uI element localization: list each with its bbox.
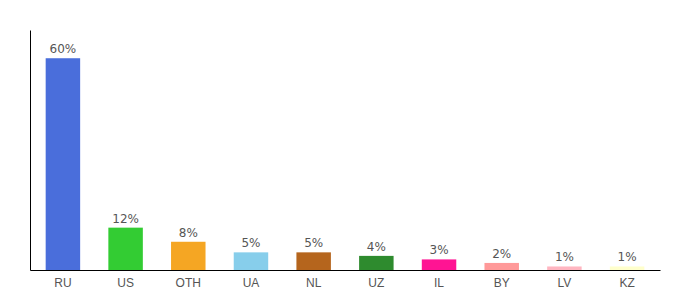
x-tick-label: BY <box>494 276 510 290</box>
bar <box>610 266 644 270</box>
x-axis: RU US OTH UA NL UZ IL BY LV KZ <box>31 271 661 290</box>
bar <box>108 228 142 270</box>
bar <box>484 263 518 270</box>
bar <box>171 242 205 270</box>
bar <box>422 259 456 270</box>
x-tick: IL <box>434 276 444 290</box>
x-tick-label: IL <box>434 276 444 290</box>
data-label: 60% <box>50 42 77 56</box>
x-tick-label: RU <box>54 276 71 290</box>
x-tick: UZ <box>368 276 384 290</box>
x-tick-label: US <box>117 276 134 290</box>
bar <box>46 58 80 270</box>
data-label: 4% <box>367 240 386 254</box>
x-tick-label: NL <box>306 276 322 290</box>
x-tick: LV <box>558 276 572 290</box>
bar <box>234 252 268 270</box>
data-labels: 60% 12% 8% 5% 5% 4% 3% 2% 1% 1% <box>50 42 637 264</box>
chart: RU US OTH UA NL UZ IL BY LV KZ 60% 12% 8% 5% 5% 4% 3% 2% 1… <box>0 0 680 300</box>
x-tick: US <box>117 276 134 290</box>
data-label: 5% <box>241 236 260 250</box>
x-tick: KZ <box>619 276 634 290</box>
bar <box>359 256 393 270</box>
data-label: 2% <box>492 247 511 261</box>
x-tick: UA <box>243 276 260 290</box>
bars <box>46 58 645 270</box>
bar <box>296 252 330 270</box>
y-axis <box>30 31 31 271</box>
x-tick: OTH <box>176 276 201 290</box>
data-label: 1% <box>618 250 637 264</box>
data-label: 3% <box>430 243 449 257</box>
x-tick: BY <box>494 276 510 290</box>
plot: RU US OTH UA NL UZ IL BY LV KZ 60% 12% 8% 5% 5% 4% 3% 2% 1… <box>31 31 661 290</box>
y-axis-line <box>30 31 31 271</box>
x-tick-label: LV <box>558 276 572 290</box>
data-label: 8% <box>179 226 198 240</box>
data-label: 12% <box>112 212 139 226</box>
x-tick-label: UZ <box>368 276 384 290</box>
x-tick: RU <box>54 276 71 290</box>
x-tick-label: OTH <box>176 276 201 290</box>
x-tick: NL <box>306 276 322 290</box>
x-tick-label: KZ <box>619 276 634 290</box>
bar <box>547 266 581 270</box>
x-tick-label: UA <box>243 276 260 290</box>
x-axis-line <box>31 270 661 271</box>
data-label: 1% <box>555 250 574 264</box>
data-label: 5% <box>304 236 323 250</box>
